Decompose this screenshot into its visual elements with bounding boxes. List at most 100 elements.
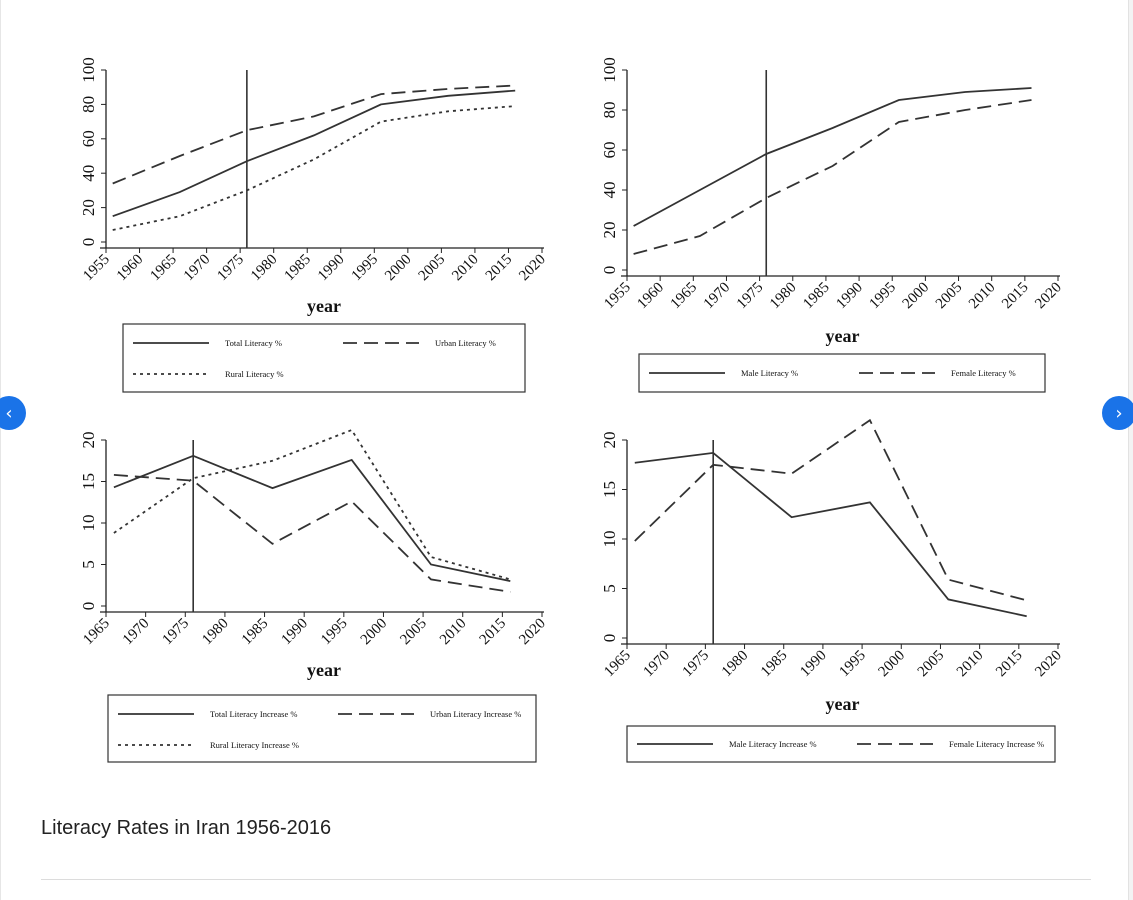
series-line-2 bbox=[634, 418, 1027, 602]
x-tick-label: 1985 bbox=[800, 280, 833, 313]
x-tick-label: 2020 bbox=[516, 616, 549, 649]
x-tick-label: 1980 bbox=[767, 280, 800, 313]
x-tick-label: 1970 bbox=[181, 252, 214, 285]
x-tick-label: 1975 bbox=[680, 648, 713, 681]
x-axis-title: year bbox=[826, 326, 860, 346]
x-tick-label: 1995 bbox=[836, 648, 869, 681]
x-tick-label: 2000 bbox=[900, 280, 933, 313]
x-tick-label: 2005 bbox=[915, 648, 948, 681]
x-tick-label: 1970 bbox=[701, 280, 734, 313]
x-tick-label: 1990 bbox=[833, 280, 866, 313]
y-tick-label: 5 bbox=[600, 584, 619, 593]
x-axis-title: year bbox=[307, 660, 341, 680]
x-tick-label: 2020 bbox=[1032, 280, 1065, 313]
x-tick-label: 1995 bbox=[349, 252, 382, 285]
x-tick-label: 1960 bbox=[114, 252, 147, 285]
x-tick-label: 1990 bbox=[278, 616, 311, 649]
x-tick-label: 2000 bbox=[382, 252, 415, 285]
chevron-right-icon: › bbox=[1115, 402, 1123, 424]
legend-box bbox=[107, 694, 537, 763]
chart-literacy-increase-by-gender: 0 5 10 15 20 1965 1970 1975 1980 1985 1990 1995 2000… bbox=[600, 418, 1065, 763]
x-tick-label: 1980 bbox=[199, 616, 232, 649]
legend-label: Rural Literacy Increase % bbox=[210, 740, 299, 750]
legend-label: Rural Literacy % bbox=[225, 369, 284, 379]
y-tick-label: 15 bbox=[600, 481, 619, 498]
x-tick-label: 1985 bbox=[758, 648, 791, 681]
x-tick-label: 2000 bbox=[876, 648, 909, 681]
y-tick-label: 20 bbox=[600, 432, 619, 449]
x-tick-label: 1985 bbox=[282, 252, 315, 285]
legend-label: Urban Literacy Increase % bbox=[430, 709, 521, 719]
x-tick-label: 2010 bbox=[437, 616, 470, 649]
y-tick-label: 20 bbox=[600, 222, 619, 239]
legend-label: Female Literacy Increase % bbox=[949, 739, 1044, 749]
series-line-1 bbox=[633, 87, 1032, 227]
y-tick-label: 20 bbox=[79, 432, 98, 449]
y-tick-label: 80 bbox=[600, 102, 619, 119]
legend-label: Male Literacy Increase % bbox=[729, 739, 817, 749]
legend-label: Total Literacy % bbox=[225, 338, 282, 348]
legend-label: Female Literacy % bbox=[951, 368, 1016, 378]
x-tick-label: 2000 bbox=[358, 616, 391, 649]
image-caption: Literacy Rates in Iran 1956-2016 bbox=[41, 817, 332, 839]
series-line-2 bbox=[633, 99, 1032, 255]
x-tick-label: 1965 bbox=[80, 616, 113, 649]
y-tick-label: 20 bbox=[79, 199, 98, 216]
y-tick-label: 0 bbox=[600, 266, 619, 275]
x-tick-label: 1955 bbox=[601, 280, 634, 313]
y-tick-label: 5 bbox=[79, 560, 98, 569]
y-tick-label: 100 bbox=[79, 57, 98, 83]
legend-box bbox=[122, 323, 526, 393]
x-tick-label: 2015 bbox=[993, 648, 1026, 681]
x-tick-label: 1995 bbox=[867, 280, 900, 313]
x-tick-label: 1970 bbox=[640, 648, 673, 681]
x-tick-label: 1995 bbox=[318, 616, 351, 649]
x-tick-label: 1980 bbox=[719, 648, 752, 681]
divider bbox=[41, 879, 1091, 880]
x-tick-label: 2005 bbox=[416, 252, 449, 285]
x-axis-title: year bbox=[307, 296, 341, 316]
series-line-1 bbox=[634, 451, 1027, 618]
x-tick-label: 1960 bbox=[634, 280, 667, 313]
chart-total-urban-rural-literacy: 0 20 40 60 80 100 1955 1960 1965 1970 1975 1980 1985… bbox=[79, 57, 549, 393]
x-tick-label: 1965 bbox=[601, 648, 634, 681]
chevron-left-icon: ‹ bbox=[5, 402, 13, 424]
x-tick-label: 1955 bbox=[80, 252, 113, 285]
previous-slide-button[interactable]: ‹ bbox=[0, 396, 26, 430]
x-tick-label: 2005 bbox=[397, 616, 430, 649]
legend-label: Urban Literacy % bbox=[435, 338, 496, 348]
chart-male-female-literacy: 0 20 40 60 80 100 1955 1960 1965 1970 1975 1980 1985… bbox=[600, 57, 1065, 393]
x-tick-label: 2015 bbox=[999, 280, 1032, 313]
legend-label: Total Literacy Increase % bbox=[210, 709, 297, 719]
y-tick-label: 10 bbox=[600, 531, 619, 548]
y-tick-label: 100 bbox=[600, 57, 619, 83]
x-tick-label: 1970 bbox=[120, 616, 153, 649]
legend-label: Male Literacy % bbox=[741, 368, 798, 378]
next-slide-button[interactable]: › bbox=[1102, 396, 1133, 430]
x-tick-label: 1985 bbox=[239, 616, 272, 649]
x-tick-label: 2020 bbox=[1032, 648, 1065, 681]
x-tick-label: 1990 bbox=[315, 252, 348, 285]
x-tick-label: 1975 bbox=[214, 252, 247, 285]
x-tick-label: 2015 bbox=[483, 252, 516, 285]
x-tick-label: 2010 bbox=[954, 648, 987, 681]
x-tick-label: 2010 bbox=[966, 280, 999, 313]
x-tick-label: 2020 bbox=[516, 252, 549, 285]
series-line-3 bbox=[112, 105, 516, 231]
y-tick-label: 0 bbox=[600, 634, 619, 643]
y-tick-label: 15 bbox=[79, 473, 98, 490]
series-line-1 bbox=[112, 89, 516, 218]
y-tick-label: 60 bbox=[600, 142, 619, 159]
series-line-2 bbox=[113, 474, 511, 593]
series-line-3 bbox=[113, 428, 511, 581]
x-axis-title: year bbox=[826, 694, 860, 714]
y-tick-label: 10 bbox=[79, 515, 98, 532]
series-line-2 bbox=[112, 84, 516, 185]
y-tick-label: 0 bbox=[79, 602, 98, 611]
x-tick-label: 1975 bbox=[160, 616, 193, 649]
x-tick-label: 1965 bbox=[147, 252, 180, 285]
y-tick-label: 60 bbox=[79, 130, 98, 147]
x-tick-label: 2010 bbox=[449, 252, 482, 285]
y-tick-label: 40 bbox=[600, 182, 619, 199]
